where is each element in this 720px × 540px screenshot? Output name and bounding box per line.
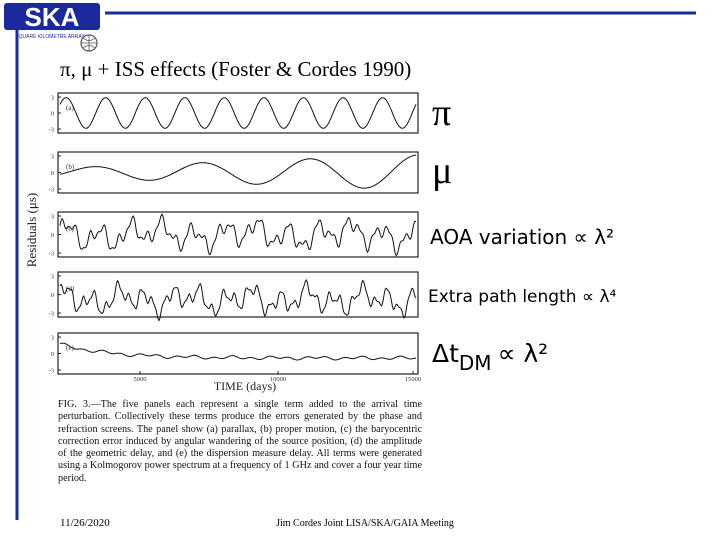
footer-center: Jim Cordes Joint LISA/SKA/GAIA Meeting <box>276 518 454 529</box>
y-axis-label: Residuals (μs) <box>24 193 39 268</box>
y-tick-label: -3 <box>49 368 54 375</box>
y-tick-label: 0 <box>51 111 54 118</box>
annotation-aoa: AOA variation ∝ λ² <box>430 225 614 249</box>
figure-caption: FIG. 3.—The five panels each represent a… <box>58 399 422 484</box>
logo-box <box>4 3 100 30</box>
panel-frame <box>57 271 419 318</box>
y-tick-label: -3 <box>49 251 54 258</box>
residual-curve <box>59 97 417 129</box>
dm-subscript: DM <box>459 351 492 375</box>
residual-curve <box>59 278 417 322</box>
footer-date: 11/26/2020 <box>60 517 110 529</box>
x-tick-label: 10000 <box>270 376 286 383</box>
y-tick-label: 3 <box>51 95 54 102</box>
residual-curve <box>59 342 417 361</box>
residual-curve <box>59 213 417 257</box>
panel-frame <box>57 211 419 258</box>
panel-label: (c) <box>66 225 74 233</box>
dm-scaling: ∝ λ² <box>498 339 549 368</box>
y-tick-label: -3 <box>49 127 54 134</box>
annotation-dm: ΔtDM ∝ λ² <box>432 339 548 375</box>
x-tick-label: 15000 <box>405 376 421 383</box>
panel-frame <box>57 92 419 134</box>
slide-title: π, μ + ISS effects (Foster & Cordes 1990… <box>60 57 411 81</box>
x-axis-label: TIME (days) <box>214 379 276 393</box>
figure: Residuals (μs) TIME (days) (a) 3 0 -3 (b) 3 0 -… <box>24 92 421 393</box>
y-tick-label: -3 <box>49 187 54 194</box>
y-tick-label: 3 <box>51 335 54 342</box>
y-tick-label: 3 <box>51 274 54 281</box>
logo-globe-lines <box>81 35 97 51</box>
panel-label: (e) <box>66 344 74 352</box>
y-tick-label: 0 <box>51 292 54 299</box>
residual-curve <box>59 154 417 189</box>
logo: SKA SQUARE KILOMETRE ARRAY <box>4 2 100 52</box>
annotation-pi: π <box>432 92 451 134</box>
y-tick-label: -3 <box>49 311 54 318</box>
logo-subtitle: SQUARE KILOMETRE ARRAY <box>15 34 85 40</box>
panel-label: (b) <box>66 163 75 171</box>
annotation-path: Extra path length ∝ λ⁴ <box>428 287 617 307</box>
y-tick-label: 0 <box>51 170 54 177</box>
y-tick-label: 0 <box>51 232 54 239</box>
y-tick-label: 3 <box>51 154 54 161</box>
panel-label: (a) <box>66 104 74 112</box>
logo-text: SKA <box>25 2 80 32</box>
panel-frame <box>57 151 419 194</box>
x-tick-label: 5000 <box>134 376 147 383</box>
y-tick-label: 3 <box>51 214 54 221</box>
dm-symbol: Δt <box>432 339 459 368</box>
y-tick-label: 0 <box>51 351 54 358</box>
annotation-mu: μ <box>432 150 452 192</box>
